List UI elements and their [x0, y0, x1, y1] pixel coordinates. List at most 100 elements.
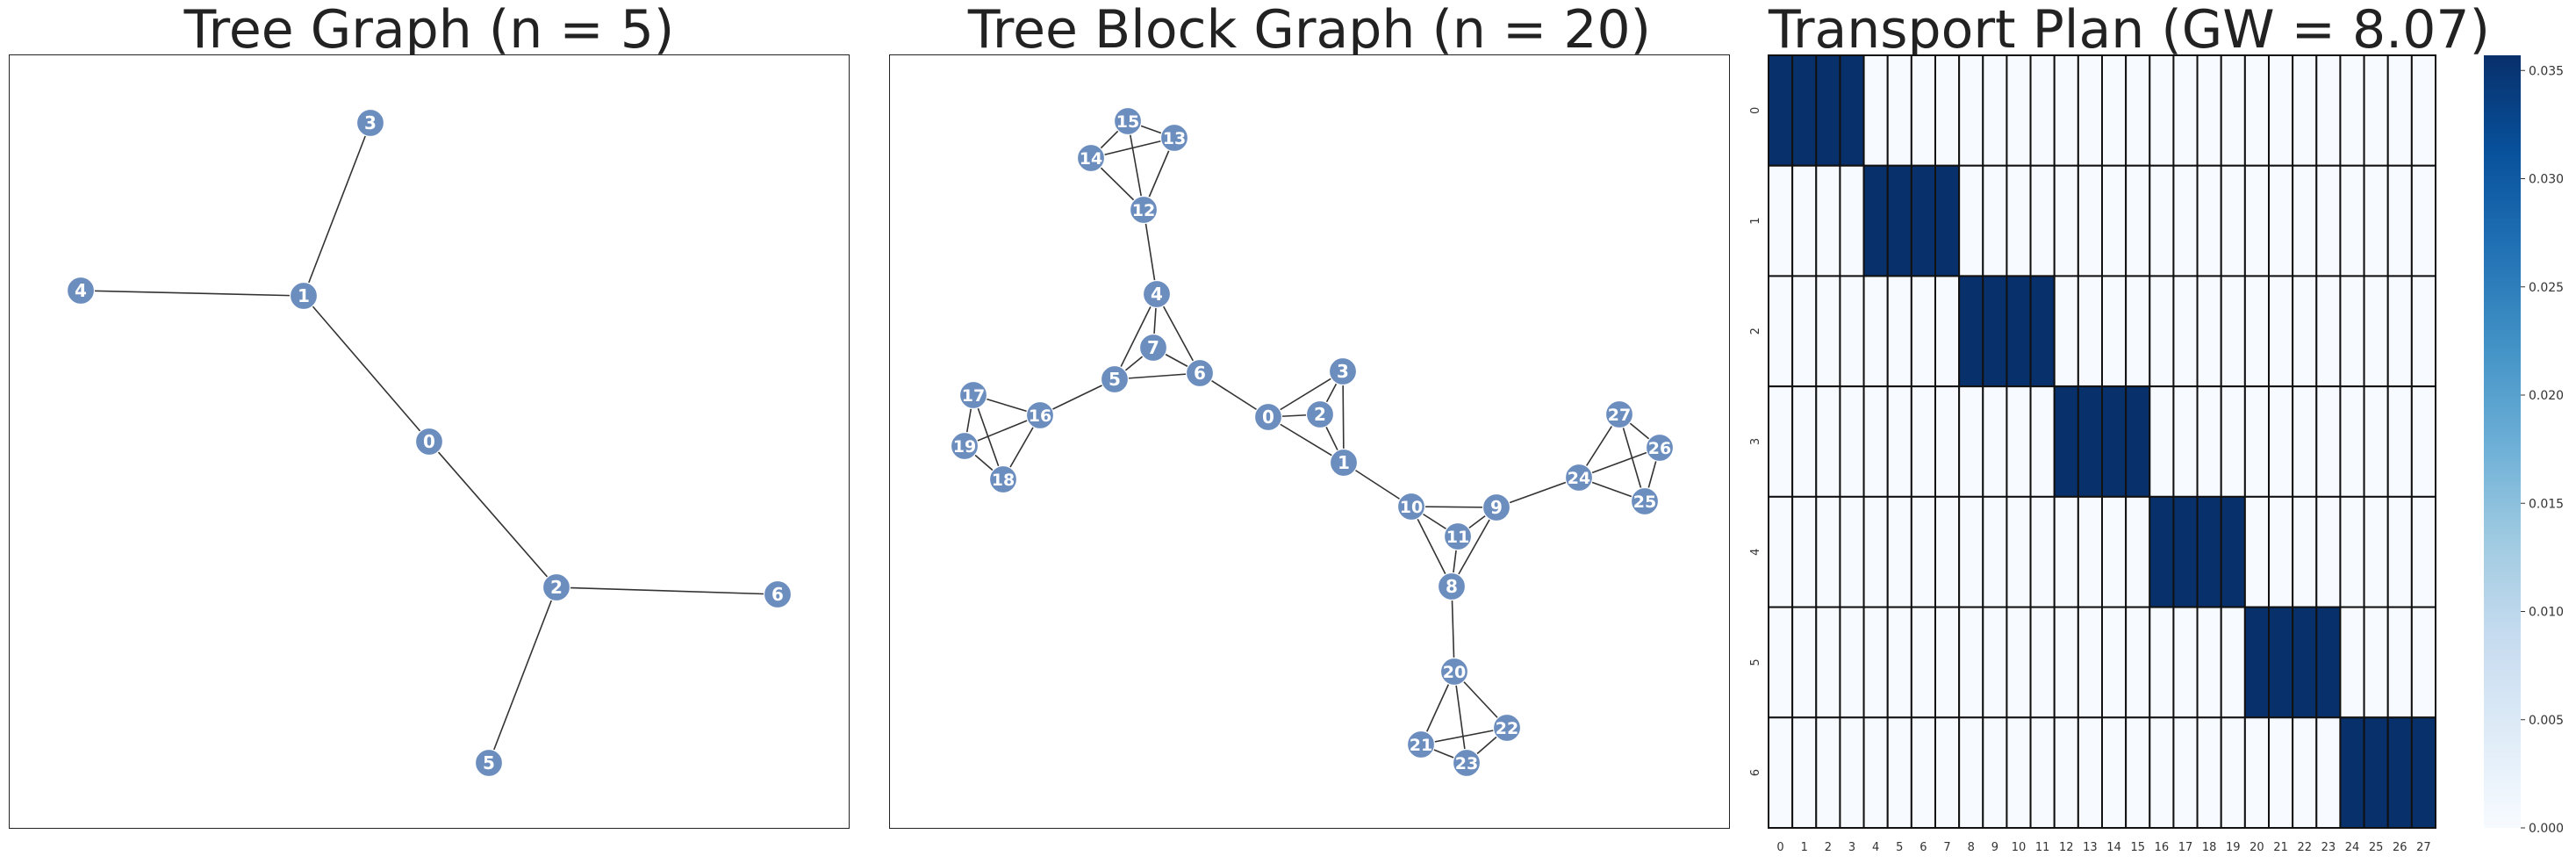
- heatmap-cell-0-20: [2243, 54, 2270, 167]
- block-node-circle-10: [1396, 492, 1426, 521]
- heatmap-cell-2-2: [1815, 275, 1841, 388]
- heatmap-cell-2-5: [1886, 275, 1912, 388]
- heatmap-cell-2-16: [2149, 275, 2175, 388]
- block-edge-8-20: [1451, 586, 1455, 672]
- heatmap-cell-0-12: [2053, 54, 2079, 167]
- heatmap-cell-0-0: [1768, 54, 1794, 167]
- heatmap-cell-3-17: [2172, 385, 2199, 498]
- heatmap-row-label-0: 0: [1749, 107, 1762, 114]
- heatmap-cell-3-1: [1791, 385, 1818, 498]
- block-node-9: 9: [1482, 493, 1511, 522]
- block-node-0: 0: [1253, 402, 1283, 432]
- heatmap-cell-5-17: [2172, 606, 2199, 719]
- block-edge-4-6: [1156, 293, 1201, 374]
- block-edge-0-3: [1267, 370, 1344, 418]
- block-node-circle-17: [958, 380, 988, 410]
- heatmap-cell-6-17: [2172, 716, 2199, 829]
- block-node-19: 19: [950, 431, 979, 461]
- colorbar-tick-label-6: 0.030: [2529, 173, 2564, 187]
- block-node-label-24: 24: [1568, 469, 1590, 488]
- tree-node-circle-2: [542, 572, 571, 602]
- block-node-3: 3: [1328, 356, 1358, 386]
- heatmap-cell-4-11: [2029, 495, 2056, 608]
- block-node-circle-9: [1482, 493, 1511, 522]
- heatmap-row-label-6: 6: [1749, 769, 1762, 776]
- heatmap-cell-1-1: [1791, 164, 1818, 277]
- block-node-circle-7: [1138, 333, 1168, 363]
- block-node-label-0: 0: [1262, 406, 1274, 428]
- block-node-circle-5: [1100, 364, 1130, 394]
- tree-node-circle-4: [66, 276, 96, 306]
- heatmap-cell-1-5: [1886, 164, 1912, 277]
- heatmap-cell-2-11: [2029, 275, 2056, 388]
- block-node-label-19: 19: [953, 437, 976, 457]
- heatmap-cell-4-9: [1982, 495, 2008, 608]
- heatmap-cell-6-27: [2410, 716, 2436, 829]
- block-node-circle-23: [1452, 748, 1482, 778]
- tree-node-circle-6: [763, 579, 793, 609]
- block-node-7: 7: [1138, 333, 1168, 363]
- block-node-4: 4: [1142, 279, 1172, 309]
- heatmap-cell-3-15: [2125, 385, 2151, 498]
- heatmap-col-label-13: 13: [2083, 841, 2098, 854]
- block-node-circle-12: [1129, 195, 1159, 225]
- block-node-15: 15: [1113, 106, 1143, 136]
- heatmap-cell-6-0: [1768, 716, 1794, 829]
- tree-node-6: 6: [763, 579, 793, 609]
- heatmap-cell-6-20: [2243, 716, 2270, 829]
- block-node-circle-18: [988, 464, 1018, 494]
- heatmap-col-label-11: 11: [2035, 841, 2050, 854]
- heatmap-col-label-1: 1: [1801, 841, 1808, 854]
- tree-block-graph-panel: 0 1 2 3 4 5 6 7 8 9 10 11 12 13 14 15 16 17 18 19 20 21 22 23 24…: [889, 54, 1730, 829]
- heatmap-cell-3-3: [1839, 385, 1865, 498]
- transport-plan-title: Transport Plan (GW = 8.07): [1769, 0, 2490, 61]
- heatmap-cell-0-10: [2006, 54, 2032, 167]
- heatmap-col-label-10: 10: [2012, 841, 2027, 854]
- heatmap-cell-3-19: [2220, 385, 2246, 498]
- heatmap-cell-5-3: [1839, 606, 1865, 719]
- heatmap-cell-0-11: [2029, 54, 2056, 167]
- block-node-circle-24: [1564, 463, 1594, 493]
- block-node-circle-1: [1329, 448, 1359, 478]
- heatmap-cell-3-14: [2101, 385, 2128, 498]
- heatmap-cell-5-8: [1958, 606, 1984, 719]
- heatmap-cell-5-23: [2315, 606, 2342, 719]
- block-node-circle-22: [1492, 713, 1522, 743]
- block-node-label-5: 5: [1109, 369, 1121, 390]
- heatmap-cell-1-7: [1934, 164, 1961, 277]
- tree-node-label-3: 3: [364, 112, 377, 133]
- heatmap-cell-3-21: [2268, 385, 2294, 498]
- heatmap-cell-2-9: [1982, 275, 2008, 388]
- heatmap-cell-0-26: [2386, 54, 2413, 167]
- heatmap-row-label-2: 2: [1749, 327, 1762, 334]
- heatmap-cell-0-2: [1815, 54, 1841, 167]
- block-node-label-2: 2: [1314, 404, 1326, 425]
- tree-node-circle-1: [289, 281, 319, 311]
- block-edge-20-23: [1453, 671, 1467, 764]
- heatmap-cell-1-3: [1839, 164, 1865, 277]
- block-node-label-22: 22: [1496, 719, 1518, 738]
- heatmap-cell-6-15: [2125, 716, 2151, 829]
- heatmap-col-label-9: 9: [1991, 841, 1998, 854]
- heatmap-cell-2-10: [2006, 275, 2032, 388]
- heatmap-cell-5-11: [2029, 606, 2056, 719]
- tree-node-label-6: 6: [771, 584, 784, 605]
- heatmap-cell-5-20: [2243, 606, 2270, 719]
- block-node-11: 11: [1443, 521, 1473, 551]
- heatmap-cell-5-10: [2006, 606, 2032, 719]
- heatmap-cell-0-14: [2101, 54, 2128, 167]
- heatmap-cell-4-21: [2268, 495, 2294, 608]
- heatmap-cell-4-22: [2292, 495, 2318, 608]
- heatmap-cell-0-9: [1982, 54, 2008, 167]
- heatmap-cell-3-16: [2149, 385, 2175, 498]
- heatmap-cell-4-17: [2172, 495, 2199, 608]
- heatmap-cell-2-27: [2410, 275, 2436, 388]
- colorbar-tick-label-2: 0.010: [2529, 606, 2564, 620]
- tree-graph-title: Tree Graph (n = 5): [183, 0, 675, 61]
- block-node-label-21: 21: [1410, 736, 1432, 755]
- heatmap-col-label-5: 5: [1896, 841, 1903, 854]
- heatmap-cell-3-2: [1815, 385, 1841, 498]
- heatmap-cell-3-9: [1982, 385, 2008, 498]
- heatmap-cell-1-26: [2386, 164, 2413, 277]
- heatmap-cell-3-23: [2315, 385, 2342, 498]
